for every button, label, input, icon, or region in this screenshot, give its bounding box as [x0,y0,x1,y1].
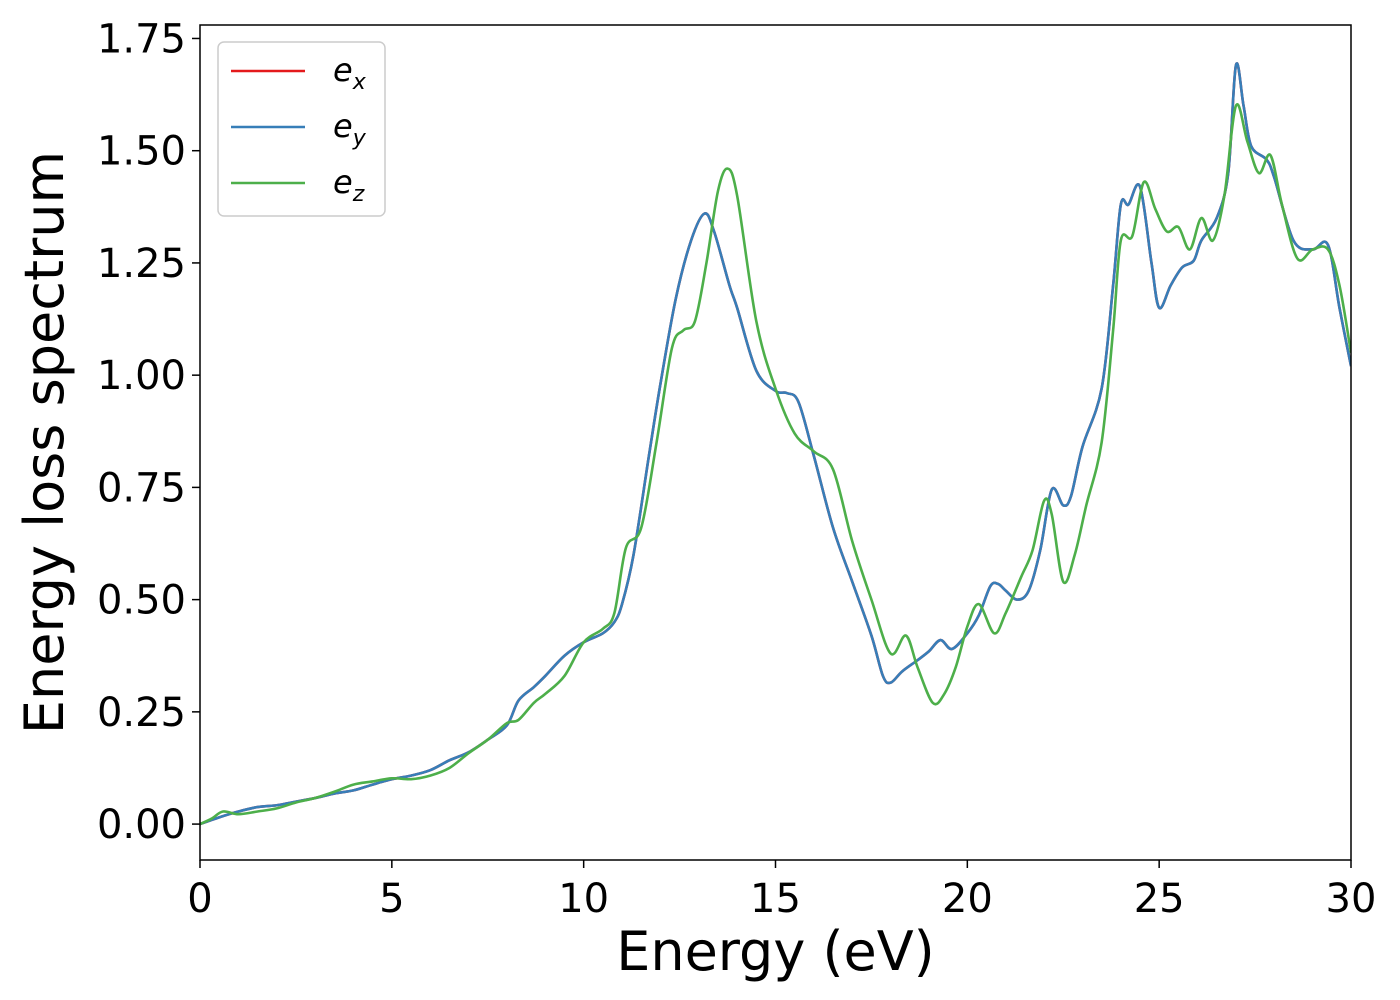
y-tick-label: 0.75 [97,465,186,511]
x-tick-label: 0 [187,876,212,922]
x-tick-label: 25 [1134,876,1185,922]
y-tick-label: 1.00 [97,353,186,399]
x-tick-label: 20 [942,876,993,922]
legend: ex ey ez [217,41,386,217]
x-tick-label: 10 [558,876,609,922]
y-axis: 0.00 0.25 0.50 0.75 1.00 1.25 1.50 1.75 [97,16,200,848]
x-tick-label: 5 [379,876,404,922]
legend-label: ex [333,51,367,95]
y-tick-label: 0.00 [97,802,186,848]
x-axis: 0 5 10 15 20 25 30 [187,860,1376,922]
legend-label: ey [333,107,367,151]
y-tick-label: 0.25 [97,690,186,736]
y-tick-label: 1.75 [97,16,186,62]
x-tick-label: 30 [1326,876,1377,922]
legend-box [217,41,386,217]
series-line-e-z [200,103,1351,826]
x-axis-label: Energy (eV) [616,920,935,983]
y-axis-label: Energy loss spectrum [13,151,76,734]
y-tick-label: 0.50 [97,578,186,624]
legend-label: ez [333,163,365,207]
plot-lines [200,62,1351,826]
y-tick-label: 1.50 [97,129,186,175]
y-tick-label: 1.25 [97,241,186,287]
x-tick-label: 15 [750,876,801,922]
